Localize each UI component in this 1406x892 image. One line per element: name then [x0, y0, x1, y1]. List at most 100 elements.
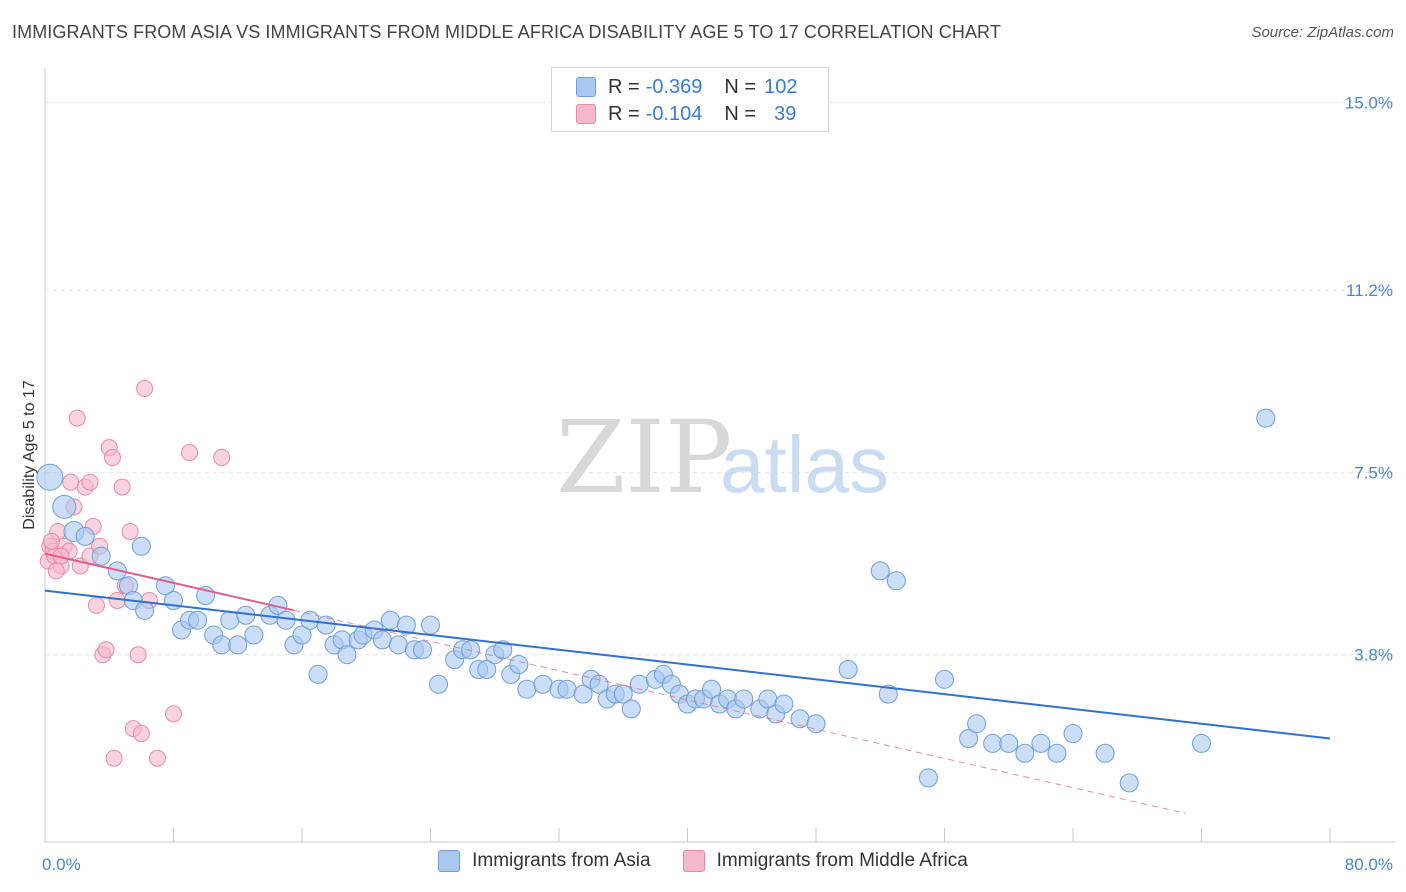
data-point-asia — [135, 600, 155, 620]
legend-label-middle-africa: Immigrants from Middle Africa — [716, 850, 968, 871]
data-point-middle-africa — [103, 449, 121, 467]
data-point-asia — [702, 679, 722, 699]
correlation-legend: R = -0.369 N = 102 R = -0.104 N = 39 — [551, 67, 829, 132]
legend-n-label: N = — [724, 102, 757, 125]
series-middle-africa-points — [39, 380, 231, 767]
data-point-asia — [1015, 743, 1035, 763]
legend-swatch-asia — [576, 77, 596, 97]
legend-r-value: -0.104 — [645, 102, 703, 125]
x-tick-label: 0.0% — [42, 855, 81, 874]
data-point-asia — [1119, 773, 1139, 793]
legend-row-middle-africa: R = -0.104 N = 39 — [576, 101, 796, 127]
data-point-asia — [517, 679, 537, 699]
data-point-asia — [886, 571, 906, 591]
data-point-asia — [396, 615, 416, 635]
legend-r-label: R = — [608, 75, 640, 98]
data-point-asia — [91, 546, 111, 566]
data-point-asia — [477, 659, 497, 679]
data-point-asia — [1256, 408, 1276, 428]
data-point-asia — [967, 714, 987, 734]
data-point-asia — [1095, 743, 1115, 763]
data-point-asia — [557, 679, 577, 699]
data-point-middle-africa — [68, 409, 86, 427]
data-point-asia — [573, 684, 593, 704]
y-tick-label: 3.8% — [1354, 646, 1393, 665]
legend-swatch-middle-africa — [682, 850, 705, 872]
chart-title: IMMIGRANTS FROM ASIA VS IMMIGRANTS FROM … — [12, 22, 1001, 42]
data-point-middle-africa — [62, 473, 80, 491]
data-point-asia — [1192, 733, 1211, 753]
data-point-asia — [52, 494, 77, 519]
data-point-asia — [461, 640, 481, 660]
data-point-middle-africa — [105, 749, 123, 767]
data-point-asia — [316, 615, 336, 635]
data-point-asia — [1063, 724, 1083, 744]
data-point-asia — [421, 615, 440, 635]
axes — [44, 68, 1395, 843]
y-tick-label: 7.5% — [1354, 463, 1393, 482]
data-point-middle-africa — [148, 749, 166, 767]
data-point-asia — [244, 625, 264, 645]
data-point-middle-africa — [87, 596, 105, 614]
data-point-asia — [380, 610, 400, 630]
legend-item-middle-africa[interactable]: Immigrants from Middle Africa — [682, 850, 968, 872]
data-point-middle-africa — [47, 562, 65, 580]
data-point-middle-africa — [136, 380, 154, 398]
data-point-asia — [337, 645, 357, 665]
data-point-asia — [308, 664, 328, 684]
y-tick-label: 11.2% — [1346, 281, 1393, 300]
legend-n-label: N = — [724, 75, 757, 98]
data-point-asia — [878, 684, 898, 704]
y-tick-label: 15.0% — [1345, 94, 1393, 113]
data-point-asia — [959, 728, 979, 748]
data-point-asia — [509, 655, 529, 675]
data-point-asia — [188, 610, 208, 630]
data-point-asia — [372, 630, 392, 650]
watermark-zip: ZIP — [556, 399, 732, 516]
legend-row-asia: R = -0.369 N = 102 — [576, 74, 797, 100]
data-point-asia — [388, 635, 408, 655]
data-point-asia — [36, 463, 64, 491]
data-point-asia — [918, 768, 938, 788]
data-point-middle-africa — [129, 646, 147, 664]
data-point-asia — [220, 610, 240, 630]
data-point-asia — [621, 699, 641, 719]
data-point-middle-africa — [132, 725, 150, 743]
data-point-middle-africa — [121, 522, 139, 540]
data-point-asia — [212, 635, 232, 655]
data-point-middle-africa — [97, 641, 115, 659]
trend-lines — [44, 552, 1331, 814]
data-point-asia — [983, 733, 1003, 753]
trend-line-middle-africa-extension — [293, 609, 1186, 814]
data-point-asia — [629, 674, 649, 694]
data-point-asia — [999, 733, 1019, 753]
data-point-middle-africa — [165, 705, 182, 723]
data-point-asia — [292, 625, 312, 645]
data-point-asia — [1047, 743, 1067, 763]
legend-swatch-asia — [438, 850, 461, 872]
series-legend: Immigrants from Asia Immigrants from Mid… — [0, 850, 1406, 872]
data-point-asia — [533, 674, 553, 694]
data-point-asia — [412, 640, 432, 660]
series-asia-points — [36, 408, 1276, 793]
trend-line-asia — [44, 589, 1331, 740]
tick-labels: 3.8% 7.5% 11.2% 15.0% 0.0% 80.0% — [42, 94, 1393, 874]
data-point-middle-africa — [42, 532, 60, 550]
data-point-middle-africa — [81, 473, 99, 491]
data-point-asia — [228, 635, 248, 655]
data-point-asia — [870, 561, 890, 581]
data-point-asia — [589, 674, 609, 694]
legend-r-value: -0.369 — [645, 75, 703, 98]
source-label: Source: ZipAtlas.com — [1251, 24, 1394, 41]
watermark-atlas: atlas — [720, 420, 889, 509]
data-point-asia — [493, 640, 513, 660]
data-point-asia — [429, 674, 449, 694]
data-point-middle-africa — [213, 449, 231, 467]
x-tick-label: 80.0% — [1345, 855, 1393, 874]
data-point-asia — [276, 610, 296, 630]
legend-item-asia[interactable]: Immigrants from Asia — [438, 850, 651, 872]
data-point-asia — [131, 536, 151, 556]
data-point-asia — [613, 684, 633, 704]
y-axis-label: Disability Age 5 to 17 — [21, 380, 38, 530]
